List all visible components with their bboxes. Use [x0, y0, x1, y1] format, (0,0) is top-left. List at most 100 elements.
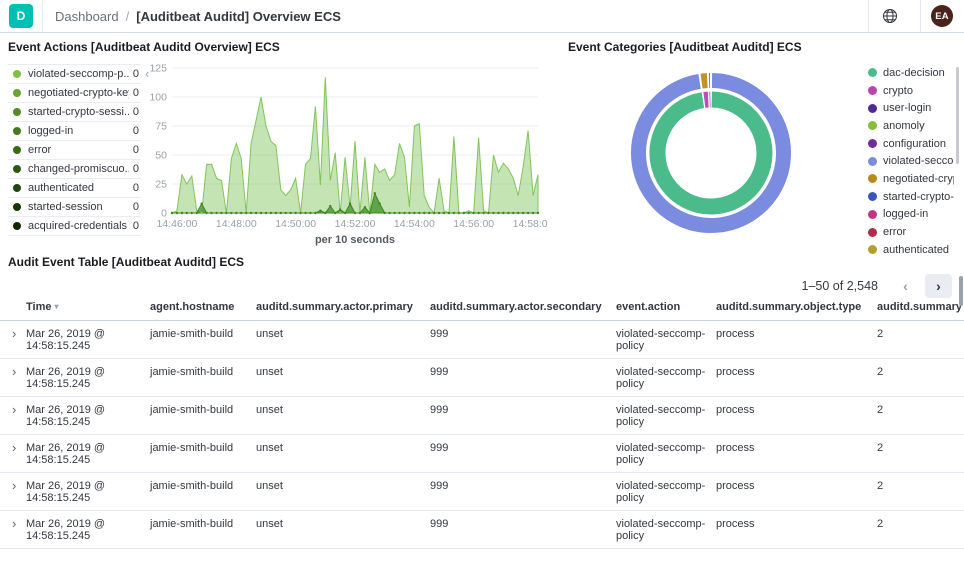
cell-summary: 2	[877, 472, 964, 511]
pagination-next-button[interactable]: ›	[925, 274, 952, 298]
cell-time: Mar 26, 2019 @ 14:58:15.245	[26, 472, 150, 511]
cell-actor-secondary: 999	[430, 434, 616, 473]
legend-item[interactable]: crypto	[868, 82, 954, 100]
table-pagination: 1–50 of 2,548 ‹ ›	[802, 274, 952, 298]
x-axis-tick-label: 14:50:00	[275, 218, 316, 230]
breadcrumb: Dashboard / [Auditbeat Auditd] Overview …	[55, 9, 341, 24]
legend-label: authenticated	[883, 243, 950, 256]
x-axis-tick-label: 14:54:00	[394, 218, 435, 230]
cell-actor-primary: unset	[256, 396, 430, 435]
table-row[interactable]: › Mar 26, 2019 @ 14:58:15.245 jamie-smith-…	[0, 396, 964, 435]
avatar[interactable]: EA	[931, 5, 953, 27]
page-scrollbar[interactable]	[959, 276, 963, 306]
column-header-time[interactable]: Time ▾	[26, 298, 150, 321]
cell-time: Mar 26, 2019 @ 14:58:15.245	[26, 320, 150, 359]
legend-item[interactable]: started-session 0	[8, 197, 141, 216]
x-axis-tick-label: 14:56:00	[453, 218, 494, 230]
expand-row-icon[interactable]: ›	[0, 403, 16, 416]
legend-color-dot	[868, 174, 877, 184]
legend-item[interactable]: negotiated-crypto-key 0	[8, 83, 141, 102]
legend-item[interactable]: authenticated 0	[8, 178, 141, 197]
cell-hostname: jamie-smith-build	[150, 434, 256, 473]
legend-color-dot	[868, 86, 877, 96]
table-row[interactable]: › Mar 26, 2019 @ 14:58:15.245 jamie-smith-…	[0, 472, 964, 511]
event-categories-donut-chart[interactable]	[626, 68, 796, 238]
legend-item[interactable]: user-login	[868, 99, 954, 117]
column-header-event-action[interactable]: event.action	[616, 298, 716, 321]
legend-item[interactable]: configuration	[868, 135, 954, 153]
x-axis-label: per 10 seconds	[315, 234, 395, 246]
header-divider	[868, 0, 869, 32]
expand-row-icon[interactable]: ›	[0, 517, 16, 530]
cell-object-type: process	[716, 434, 877, 473]
legend-item[interactable]: started-crypto-se...	[868, 188, 954, 206]
legend-item[interactable]: violated-seccomp-p... 0	[8, 64, 141, 83]
column-header-auditd-summary[interactable]: auditd.summary	[877, 298, 964, 321]
legend-value: 0	[132, 182, 139, 194]
expand-row-icon[interactable]: ›	[0, 327, 16, 340]
globe-icon[interactable]	[869, 0, 911, 32]
expand-row-icon[interactable]: ›	[0, 479, 16, 492]
audit-event-table: Time ▾ agent.hostname auditd.summary.actor.…	[0, 298, 964, 549]
column-header-auditd-summary-object-type[interactable]: auditd.summary.object.type	[716, 298, 877, 321]
legend-label: error	[28, 144, 52, 156]
expand-column-header	[0, 298, 26, 321]
cell-summary: 2	[877, 434, 964, 473]
pagination-prev-button[interactable]: ‹	[892, 274, 919, 298]
legend-item[interactable]: started-crypto-sessi... 0	[8, 102, 141, 121]
x-axis-tick-label: 14:48:00	[216, 218, 257, 230]
cell-actor-primary: unset	[256, 320, 430, 359]
legend-label: started-crypto-se...	[883, 190, 954, 203]
legend-value: 0	[132, 125, 139, 137]
breadcrumb-dashboard[interactable]: Dashboard	[55, 8, 119, 24]
legend-label: error	[883, 226, 907, 239]
legend-item[interactable]: changed-promiscuo... 0	[8, 159, 141, 178]
legend-item[interactable]: logged-in 0	[8, 121, 141, 140]
event-actions-panel-title: Event Actions [Auditbeat Auditd Overview…	[8, 40, 280, 54]
legend-item[interactable]: logged-in	[868, 206, 954, 224]
table-row[interactable]: › Mar 26, 2019 @ 14:58:15.245 jamie-smith-…	[0, 358, 964, 397]
legend-color-dot	[868, 227, 877, 237]
legend-scrollbar[interactable]	[956, 67, 959, 164]
legend-item[interactable]: error	[868, 223, 954, 241]
legend-color-dot	[13, 203, 21, 211]
legend-label: acquired-credentials	[28, 220, 128, 232]
legend-item[interactable]: error 0	[8, 140, 141, 159]
legend-item[interactable]: acquired-credentials 0	[8, 216, 141, 236]
cell-actor-primary: unset	[256, 510, 430, 549]
legend-item[interactable]: authenticated	[868, 241, 954, 259]
legend-collapse-icon[interactable]: ‹	[145, 66, 150, 81]
legend-value: 0	[132, 163, 139, 175]
legend-label: configuration	[883, 137, 946, 150]
column-header-auditd-summary-actor-primary[interactable]: auditd.summary.actor.primary	[256, 298, 430, 321]
column-header-agent-hostname[interactable]: agent.hostname	[150, 298, 256, 321]
donut-slice-dac-decision[interactable]	[649, 91, 773, 215]
donut-slice-violated-seccomp[interactable]	[631, 73, 791, 233]
cell-event-action: violated-seccomp-policy	[616, 358, 716, 397]
legend-label: negotiated-crypto...	[883, 172, 954, 185]
cell-object-type: process	[716, 396, 877, 435]
donut-slice-negotiated-crypto[interactable]	[700, 73, 708, 89]
page-title: [Auditbeat Auditd] Overview ECS	[136, 8, 341, 24]
legend-item[interactable]: negotiated-crypto...	[868, 170, 954, 188]
cell-time: Mar 26, 2019 @ 14:58:15.245	[26, 434, 150, 473]
table-row[interactable]: › Mar 26, 2019 @ 14:58:15.245 jamie-smith-…	[0, 434, 964, 473]
cell-hostname: jamie-smith-build	[150, 358, 256, 397]
event-categories-legend: dac-decision crypto user-login anomoly confi…	[868, 64, 954, 259]
event-categories-panel-title: Event Categories [Auditbeat Auditd] ECS	[568, 40, 802, 54]
legend-label: authenticated	[28, 182, 95, 194]
expand-row-icon[interactable]: ›	[0, 441, 16, 454]
legend-label: violated-seccomp-p...	[28, 68, 129, 80]
legend-item[interactable]: dac-decision	[868, 64, 954, 82]
pagination-range-label: 1–50 of 2,548	[801, 279, 878, 293]
legend-value: 0	[132, 220, 139, 232]
event-actions-area-chart[interactable]: 0 25 50 75 100 125 14:46:00 14:48:00 14:50:00 14:…	[138, 58, 548, 250]
column-header-auditd-summary-actor-secondary[interactable]: auditd.summary.actor.secondary	[430, 298, 616, 321]
kibana-logo[interactable]: D	[9, 4, 33, 28]
legend-item[interactable]: anomoly	[868, 117, 954, 135]
legend-item[interactable]: violated-seccomp...	[868, 152, 954, 170]
expand-row-icon[interactable]: ›	[0, 365, 16, 378]
table-row[interactable]: › Mar 26, 2019 @ 14:58:15.245 jamie-smith-…	[0, 510, 964, 549]
table-row[interactable]: › Mar 26, 2019 @ 14:58:15.245 jamie-smith-…	[0, 320, 964, 359]
